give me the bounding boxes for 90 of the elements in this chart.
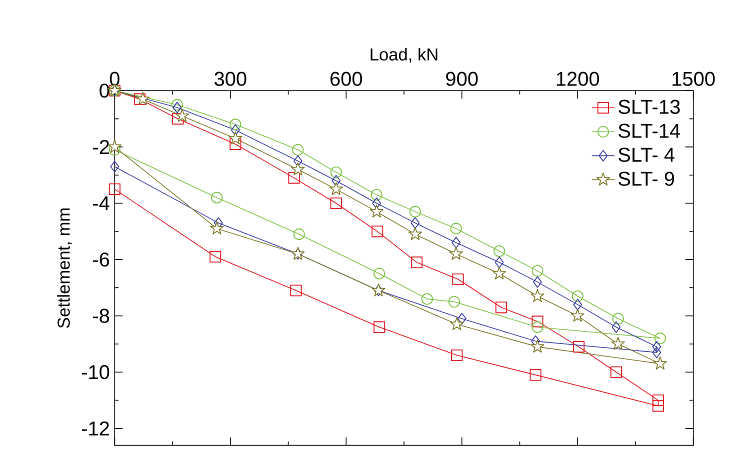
point	[290, 284, 302, 296]
point	[421, 293, 433, 305]
point	[572, 290, 584, 302]
point	[372, 283, 386, 296]
point	[210, 250, 222, 263]
point	[532, 316, 544, 328]
x-tick-label: 1500	[672, 72, 715, 86]
point	[492, 266, 506, 280]
point	[573, 298, 582, 310]
point	[652, 340, 662, 353]
point	[530, 340, 544, 353]
point	[230, 124, 240, 136]
y-tick-label: -6	[93, 252, 110, 267]
point	[572, 340, 585, 353]
point	[230, 138, 242, 150]
x-tick-label: 1200	[556, 72, 600, 86]
y-axis-title: Settlement, mm	[57, 208, 72, 328]
point	[108, 144, 120, 156]
point	[532, 321, 544, 333]
y-tick-label: -10	[82, 365, 110, 380]
point	[611, 336, 625, 350]
legend-label: SLT-14	[618, 124, 680, 138]
point	[372, 197, 382, 210]
point	[532, 265, 544, 277]
x-tick-label: 600	[330, 72, 362, 86]
point	[292, 144, 304, 156]
point	[450, 222, 462, 234]
point	[172, 113, 184, 125]
y-tick-label: 0	[100, 84, 110, 98]
point	[451, 349, 463, 362]
point	[612, 321, 621, 333]
point	[291, 162, 305, 176]
point	[291, 246, 305, 260]
point	[652, 394, 664, 406]
point	[330, 197, 342, 210]
point	[409, 206, 421, 218]
point	[410, 217, 420, 229]
point	[370, 189, 382, 201]
point	[372, 226, 384, 238]
point	[610, 366, 622, 378]
x-tick-label: 900	[446, 72, 478, 86]
point	[530, 369, 542, 381]
point	[652, 400, 664, 412]
point	[228, 131, 242, 144]
point	[108, 183, 120, 195]
point	[452, 236, 461, 248]
point	[612, 312, 624, 324]
point	[175, 108, 189, 122]
point	[171, 98, 183, 111]
x-tick-label: 300	[214, 72, 246, 86]
point	[210, 221, 224, 234]
point	[449, 246, 463, 260]
point	[493, 245, 506, 257]
x-axis-title: Load, kN	[370, 48, 438, 63]
point	[134, 93, 146, 105]
point	[495, 302, 508, 314]
point	[570, 308, 584, 322]
point	[230, 118, 242, 130]
point	[330, 166, 342, 178]
point	[654, 332, 666, 344]
point	[288, 172, 300, 184]
point	[408, 227, 422, 240]
point	[448, 296, 460, 308]
y-tick-label: -8	[93, 308, 110, 323]
y-tick-label: -2	[93, 140, 109, 154]
point	[450, 317, 464, 330]
point	[452, 273, 464, 286]
point	[530, 289, 544, 302]
point	[457, 312, 466, 324]
point	[410, 256, 423, 268]
point	[374, 321, 386, 333]
point	[370, 204, 384, 218]
point	[652, 346, 662, 358]
point	[211, 192, 223, 204]
point	[172, 102, 182, 114]
point	[293, 155, 302, 167]
point	[329, 182, 343, 196]
point	[653, 356, 667, 370]
point	[533, 276, 542, 288]
point	[293, 228, 305, 240]
point	[374, 268, 386, 280]
legend-label: SLT- 4	[618, 148, 674, 162]
point	[332, 174, 341, 187]
point	[136, 92, 150, 105]
point	[494, 256, 504, 268]
point	[110, 160, 120, 172]
y-tick-label: -12	[82, 421, 109, 436]
legend-label: SLT- 9	[618, 172, 674, 186]
legend-label: SLT-13	[618, 100, 680, 114]
y-tick-label: -4	[93, 196, 110, 210]
